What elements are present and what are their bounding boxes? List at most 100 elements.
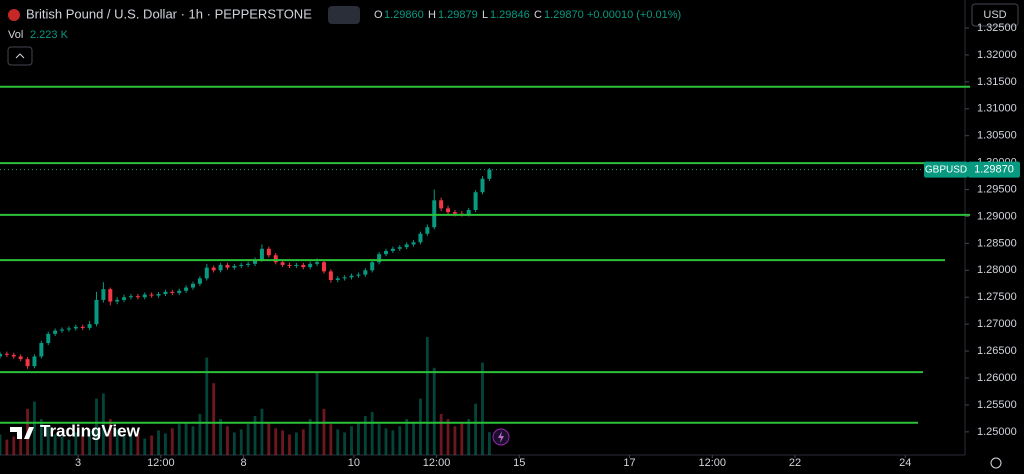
candle-body [149,294,154,296]
candle-body [384,250,388,255]
volume-bar [164,433,167,455]
y-tick-label: 1.28000 [977,264,1017,276]
plot [0,168,492,455]
candle-body [25,359,30,367]
volume-bar [67,439,71,455]
volume-bar [357,422,360,455]
currency-button[interactable] [971,3,1019,27]
volume-bar [343,432,347,455]
candle-body [163,291,168,294]
volume-bar [46,426,50,455]
candle-body [53,330,58,334]
volume-bar [157,430,160,455]
volume-bar [95,398,98,455]
volume-bar [143,438,147,455]
status-badge[interactable] [328,6,360,24]
ticker-tag-label: GBPUSD [925,164,967,175]
x-tick-label: 10 [348,457,360,469]
volume-bar [419,398,422,455]
logo-icon [10,427,34,439]
y-tick-label: 1.26000 [977,372,1017,384]
x-tick-label: 12:00 [423,457,451,469]
volume-bar [487,432,491,455]
candle-body [11,354,16,357]
candle-body [287,264,292,266]
legend: British Pound / U.S. Dollar · 1h · PEPPE… [7,6,681,66]
volume-bar [370,411,374,455]
candle-body [211,267,216,271]
volume-bar [74,432,78,455]
candle-body [321,262,326,272]
candle-body [452,212,457,214]
candle-body [432,200,437,228]
volume-bar [308,419,312,455]
o-label: O [374,9,383,21]
volume-bar [474,403,478,455]
volume-bar [19,429,23,455]
volume-bar [405,419,409,455]
currency[interactable]: USD [983,9,1006,21]
x-tick-label: 3 [75,457,81,469]
candle-body [349,275,354,278]
candle-body [94,299,99,325]
y-tick-label: 1.30500 [977,130,1017,142]
price-tag-label: 1.29870 [974,164,1014,176]
candle-body [411,242,416,245]
candle-body [232,266,237,268]
volume-bar [226,426,229,455]
c-label: C [534,9,542,21]
volume-bar [398,426,402,455]
candle-body [128,296,133,298]
volume-bar [150,435,154,455]
volume-bar [81,435,85,455]
candle-body [418,233,423,243]
l-value: 1.29846 [490,9,530,21]
volume-bar [384,428,388,455]
volume-bar [39,419,43,455]
vol-value: 2.223 K [30,29,69,41]
candle-body [87,324,92,328]
candle-body [0,353,2,357]
volume-bar [5,439,9,455]
candle-body [466,210,471,215]
candle-body [239,264,244,266]
candle-body [218,264,223,271]
candle-body [335,278,340,280]
collapse-button[interactable] [7,46,33,66]
x-tick-label: 8 [240,457,246,469]
logo-text: TradingView [40,421,141,440]
volume-bar [60,436,64,455]
candle-body [142,294,147,298]
volume-bar [129,436,133,455]
y-tick-label: 1.29000 [977,210,1017,222]
volume-bar [301,429,305,455]
candle-body [73,326,78,329]
candle-body [46,333,51,343]
candle-body [377,254,382,263]
y-tick-label: 1.25500 [977,399,1017,411]
volume-bar [336,429,340,455]
volume-bar [0,434,2,455]
volume-bar [432,367,436,455]
candle-body [170,291,175,293]
candle-body [370,262,375,271]
volume-bar [191,426,195,455]
y-tick-label: 1.26500 [977,345,1017,357]
candle-body [266,248,271,256]
candle-body [177,290,182,293]
y-tick-label: 1.31000 [977,103,1017,115]
candle-body [191,283,195,288]
candle-body [101,289,106,300]
volume-bar [212,383,216,455]
volume-bar [198,413,202,455]
volume-bar [219,419,222,455]
volume-bar [205,357,209,455]
x-tick-label: 12:00 [698,457,726,469]
volume-bar [108,419,112,455]
volume-bar [322,408,326,455]
volume-bar [177,424,181,455]
candle-body [294,264,299,266]
volume-bar [329,424,333,455]
settings-icon[interactable] [990,457,1002,469]
volume-bar [260,408,264,455]
